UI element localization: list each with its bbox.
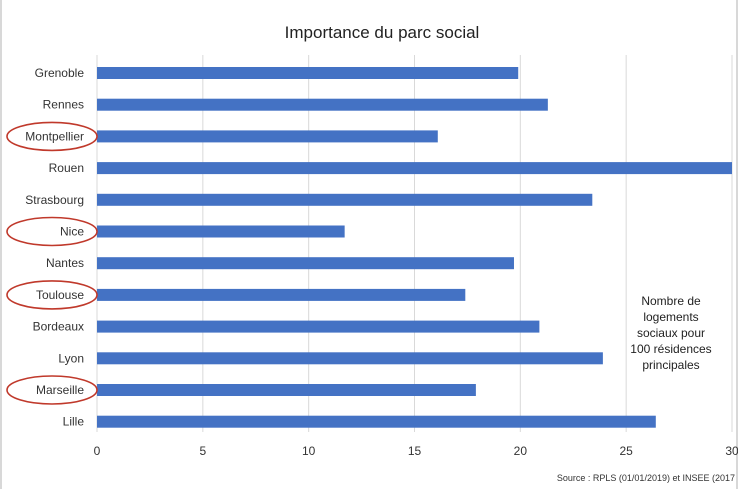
grid-lines (96, 55, 733, 432)
highlight-circle (6, 216, 98, 247)
bars (97, 67, 732, 428)
x-tick-label: 15 (408, 444, 422, 458)
annotation-note: Nombre de logements sociaux pour 100 réside… (630, 294, 711, 372)
x-tick-label: 0 (94, 444, 101, 458)
highlight-circle (6, 121, 98, 152)
category-label: Rouen (49, 161, 84, 175)
bar (97, 193, 593, 206)
highlight-circle (6, 375, 98, 405)
category-labels: Grenoble Rennes Montpellier Rouen Strasbourg… (25, 66, 84, 429)
highlight-circle (6, 280, 98, 310)
x-tick-label: 10 (302, 444, 316, 458)
bar (97, 320, 540, 333)
category-label: Rennes (43, 98, 84, 112)
x-tick-label: 5 (199, 444, 206, 458)
category-label: Nice (60, 225, 84, 239)
annotation-line: principales (642, 358, 699, 372)
category-label: Toulouse (36, 288, 84, 302)
annotation-line: sociaux pour (637, 326, 705, 340)
annotation-line: Nombre de (641, 294, 701, 308)
bar (97, 162, 732, 175)
category-label: Bordeaux (33, 320, 84, 334)
annotation-line: 100 résidences (630, 342, 711, 356)
bar (97, 225, 345, 238)
category-label: Montpellier (25, 129, 84, 143)
category-label: Strasbourg (25, 193, 84, 207)
bar (97, 352, 603, 365)
category-label: Marseille (36, 383, 84, 397)
x-tick-label: 20 (514, 444, 528, 458)
bar (97, 98, 548, 111)
bar (97, 288, 466, 301)
x-tick-label: 25 (619, 444, 633, 458)
bar (97, 257, 514, 270)
category-label: Lyon (58, 351, 84, 365)
highlight-circles (6, 121, 98, 405)
bar (97, 384, 476, 396)
bar (97, 67, 519, 79)
category-label: Grenoble (35, 66, 85, 80)
chart-title: Importance du parc social (285, 23, 480, 42)
annotation-line: logements (643, 310, 698, 324)
category-label: Nantes (46, 256, 84, 270)
x-axis-ticks: 0 5 10 15 20 25 30 (94, 444, 738, 458)
source-note: Source : RPLS (01/01/2019) et INSEE (201… (557, 473, 735, 483)
bar (97, 130, 438, 143)
x-tick-label: 30 (725, 444, 738, 458)
category-label: Lille (63, 415, 85, 429)
bar (97, 415, 656, 428)
